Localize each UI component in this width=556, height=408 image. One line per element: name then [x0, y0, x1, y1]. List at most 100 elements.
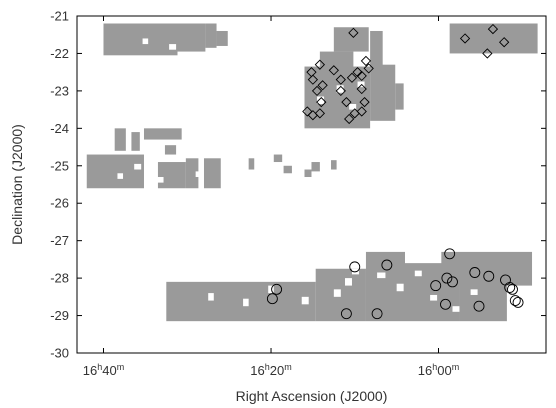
coverage-region [319, 51, 354, 73]
coverage-gap-layer [117, 38, 478, 312]
coverage-gap [169, 44, 177, 50]
diamond-marker [487, 23, 499, 35]
diamond-marker [335, 74, 346, 85]
circle-marker [371, 308, 383, 320]
circle-marker [430, 280, 442, 292]
circle-marker [504, 282, 516, 293]
y-tick-label: -29 [50, 308, 69, 323]
y-tick-label: -22 [50, 46, 69, 61]
coverage-region [86, 154, 144, 189]
y-tick-label: -21 [50, 9, 69, 24]
diamond-marker [356, 106, 367, 117]
diamond-marker [317, 80, 328, 91]
circle-marker [483, 270, 495, 282]
coverage-region [114, 128, 126, 151]
coverage-region [103, 23, 178, 56]
coverage-region [157, 162, 186, 189]
coverage-region [185, 158, 199, 189]
coverage-gap [344, 278, 352, 286]
diamond-marker [316, 96, 327, 108]
diamond-marker [499, 37, 510, 48]
coverage-region [143, 128, 182, 140]
y-tick-label: -25 [50, 158, 69, 173]
y-tick-label: -23 [50, 83, 69, 98]
marker-layer [266, 23, 524, 320]
coverage-gap [243, 298, 249, 307]
circle-marker [266, 293, 278, 305]
circle-marker [509, 295, 521, 307]
diamond-marker [314, 59, 326, 70]
coverage-gap [134, 163, 142, 170]
coverage-region [370, 30, 383, 69]
diamond-marker [311, 85, 323, 97]
x-tick-label: 16h20m [250, 362, 291, 378]
plot-frame [76, 15, 547, 354]
y-tick-label: -24 [50, 121, 69, 136]
circle-marker [340, 308, 352, 320]
diamond-marker [344, 113, 355, 125]
coverage-gap [301, 296, 309, 305]
coverage-region [304, 66, 371, 129]
coverage-gap [430, 294, 438, 301]
coverage-region [311, 162, 320, 172]
coverage-gap [156, 177, 164, 183]
coverage-gap [336, 85, 344, 93]
coverage-gap [357, 81, 365, 88]
diamond-marker [359, 96, 370, 108]
diamond-marker [360, 55, 372, 67]
coverage-region [203, 158, 221, 189]
coverage-region [331, 160, 337, 170]
coverage-region [449, 23, 538, 54]
circle-marker [512, 297, 524, 308]
tick-layer: -21 -22 -23 -24 -25 -26 -27 -28 -29 -30 16h40m 16h2… [50, 9, 546, 378]
coverage-gap [317, 96, 325, 104]
diamond-marker [363, 63, 374, 74]
coverage-region [131, 132, 140, 151]
diamond-marker [314, 108, 326, 119]
coverage-gap [396, 283, 404, 292]
circle-marker [447, 276, 458, 288]
coverage-region [304, 169, 312, 178]
diamond-marker [356, 70, 367, 82]
x-tick-label: 16h00m [418, 362, 459, 378]
diamond-marker [307, 74, 319, 85]
coverage-gap [333, 289, 341, 297]
coverage-region [164, 145, 177, 155]
coverage-gap [470, 289, 478, 295]
coverage-gap [117, 173, 124, 179]
diamond-marker [335, 85, 346, 97]
coverage-gap [414, 270, 422, 277]
coverage-gap [268, 285, 274, 294]
y-tick-label: -27 [50, 233, 69, 248]
circle-marker [469, 267, 481, 278]
diamond-marker [459, 33, 471, 44]
coverage-layer [86, 23, 538, 322]
coverage-region [441, 251, 533, 286]
circle-marker [473, 300, 485, 312]
diamond-marker [482, 48, 493, 59]
coverage-region [216, 30, 228, 46]
circle-marker [444, 248, 456, 260]
circle-marker [440, 298, 451, 310]
diamond-marker [341, 96, 352, 108]
coverage-region [395, 83, 404, 110]
coverage-region [177, 23, 206, 52]
x-axis-label: Right Ascension (J2000) [236, 388, 388, 404]
y-tick-label: -26 [50, 196, 69, 211]
circle-marker [349, 261, 361, 273]
diamond-marker [346, 72, 358, 83]
coverage-gap [142, 38, 149, 45]
y-tick-label: -28 [50, 271, 69, 286]
circle-marker [507, 283, 518, 295]
diamond-marker [328, 65, 339, 76]
coverage-region [205, 23, 217, 48]
coverage-region [370, 64, 396, 121]
x-tick-label: 16h40m [83, 362, 124, 378]
coverage-gap [452, 306, 460, 312]
coverage-gap [195, 171, 203, 178]
y-tick-label: -30 [50, 346, 69, 361]
coverage-region [283, 165, 292, 174]
coverage-region [273, 154, 283, 163]
diamond-marker [348, 27, 359, 38]
